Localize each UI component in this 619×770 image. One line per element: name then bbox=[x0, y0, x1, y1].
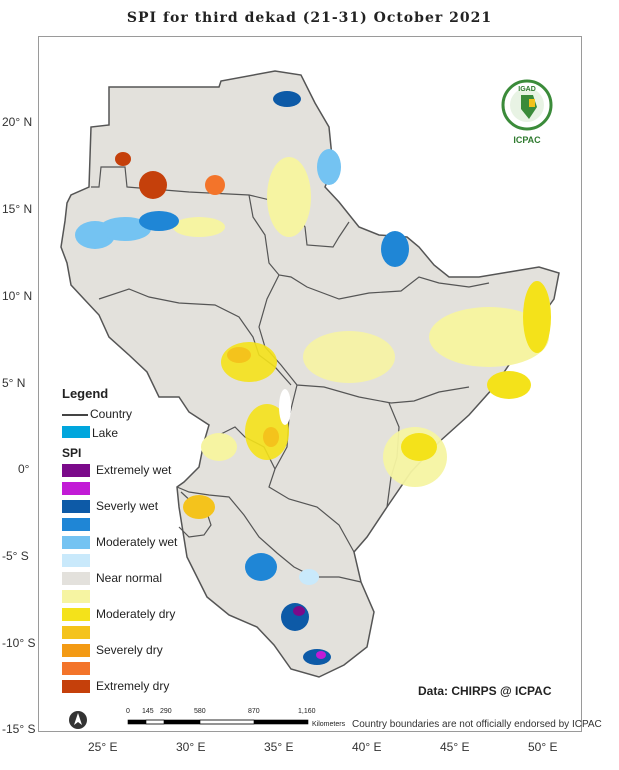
scale-bar-graphic bbox=[127, 719, 309, 725]
y-tick-label: -10° S bbox=[2, 636, 36, 650]
spi-swatch bbox=[62, 536, 90, 549]
spi-swatch bbox=[62, 554, 90, 567]
spi-swatch bbox=[62, 518, 90, 531]
icpac-logo: IGAD ICPAC bbox=[501, 79, 553, 145]
map-frame: IGAD ICPAC bbox=[38, 36, 582, 732]
y-tick-label: 5° N bbox=[2, 376, 26, 390]
y-tick-label: 20° N bbox=[2, 115, 33, 129]
legend-lake-label: Lake bbox=[92, 426, 119, 440]
map-canvas bbox=[60, 70, 560, 678]
x-tick-label: 50° E bbox=[528, 740, 558, 754]
spi-swatch bbox=[62, 500, 90, 513]
legend-title: Legend bbox=[62, 386, 109, 401]
country-line-swatch bbox=[62, 414, 88, 416]
y-tick-label: -15° S bbox=[2, 722, 36, 736]
scale-tick: 580 bbox=[194, 708, 206, 715]
x-tick-label: 40° E bbox=[352, 740, 382, 754]
spi-swatch bbox=[62, 644, 90, 657]
lake-swatch bbox=[62, 426, 90, 438]
y-tick-label: 10° N bbox=[2, 289, 33, 303]
spi-swatch bbox=[62, 464, 90, 477]
spi-class-label: Extremely dry bbox=[96, 679, 170, 693]
x-tick-label: 45° E bbox=[440, 740, 470, 754]
spi-patches bbox=[75, 91, 551, 665]
spi-swatch bbox=[62, 680, 90, 693]
spi-class-label: Near normal bbox=[96, 571, 163, 585]
scale-tick: 1,160 bbox=[298, 708, 316, 715]
y-tick-label: -5° S bbox=[2, 549, 29, 563]
scale-unit: Kilometers bbox=[312, 721, 346, 728]
spi-swatch bbox=[62, 626, 90, 639]
scale-tick: 290 bbox=[160, 708, 172, 715]
x-tick-label: 25° E bbox=[88, 740, 118, 754]
logo-top-text: IGAD bbox=[518, 86, 536, 93]
north-arrow-icon bbox=[69, 711, 87, 729]
region-outline bbox=[60, 70, 560, 678]
spi-class-label: Severely dry bbox=[96, 643, 163, 657]
spi-class-label: Moderately wet bbox=[96, 535, 178, 549]
map-title: SPI for third dekad (21-31) October 2021 bbox=[126, 10, 493, 26]
x-tick-label: 35° E bbox=[264, 740, 294, 754]
y-tick-label: 0° bbox=[18, 462, 30, 476]
spi-class-label: Severly wet bbox=[96, 499, 159, 513]
scale-tick: 870 bbox=[248, 708, 260, 715]
scale-tick: 0 bbox=[126, 708, 130, 715]
spi-swatch bbox=[62, 662, 90, 675]
scale-bar: 0 145 290 580 870 1,160 Kilometers bbox=[126, 708, 366, 738]
disclaimer: Country boundaries are not officially en… bbox=[352, 719, 602, 730]
spi-swatch bbox=[62, 482, 90, 495]
scale-tick: 145 bbox=[142, 708, 154, 715]
y-tick-label: 15° N bbox=[2, 202, 33, 216]
legend-spi-title: SPI bbox=[62, 446, 82, 460]
spi-swatch bbox=[62, 572, 90, 585]
spi-class-label: Moderately dry bbox=[96, 607, 176, 621]
logo-bottom-text: ICPAC bbox=[513, 135, 541, 145]
legend-country-label: Country bbox=[90, 407, 133, 421]
spi-swatch bbox=[62, 590, 90, 603]
spi-class-label: Extremely wet bbox=[96, 463, 172, 477]
spi-swatch bbox=[62, 608, 90, 621]
data-credit: Data: CHIRPS @ ICPAC bbox=[418, 684, 552, 698]
x-tick-label: 30° E bbox=[176, 740, 206, 754]
